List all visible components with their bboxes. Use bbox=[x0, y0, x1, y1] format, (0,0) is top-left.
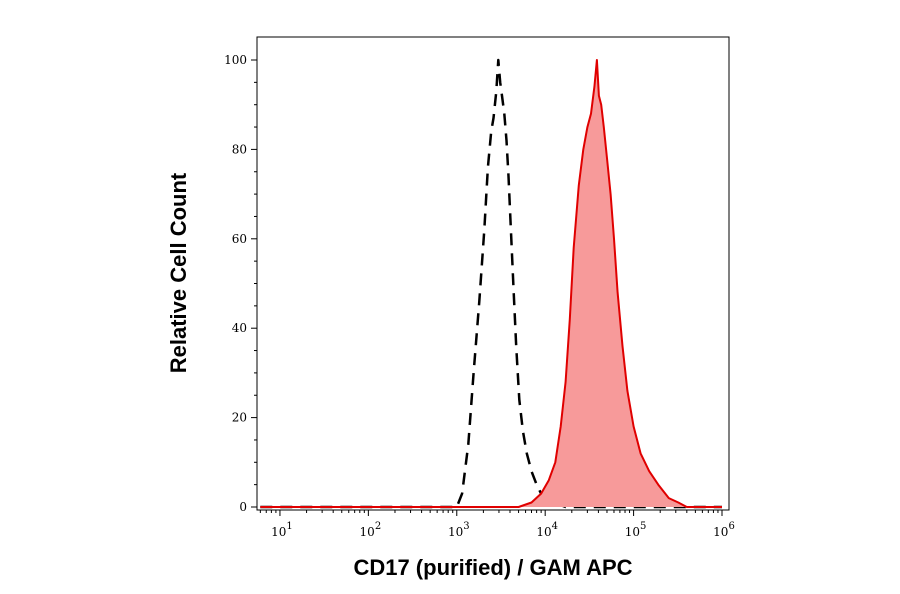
x-tick-label: 104 bbox=[536, 521, 558, 539]
x-axis-title: CD17 (purified) / GAM APC bbox=[353, 555, 632, 580]
x-tick-label: 106 bbox=[713, 521, 735, 539]
x-tick-labels: 101 102 103 104 105 106 bbox=[271, 521, 735, 539]
series-layer bbox=[260, 58, 722, 509]
sample-histogram-fill bbox=[260, 60, 722, 507]
x-tick-label: 103 bbox=[448, 521, 470, 539]
x-tick-label: 105 bbox=[625, 521, 647, 539]
y-tick-label: 0 bbox=[239, 500, 247, 514]
y-tick-label: 20 bbox=[232, 411, 247, 425]
x-tick-label: 101 bbox=[271, 521, 293, 539]
y-axis-title: Relative Cell Count bbox=[166, 172, 191, 373]
sample-histogram-line bbox=[260, 59, 722, 508]
y-tick-labels: 0 20 40 60 80 100 bbox=[224, 53, 247, 514]
y-tick-label: 100 bbox=[224, 53, 247, 67]
plot-frame bbox=[256, 36, 730, 511]
y-tick-label: 60 bbox=[232, 232, 247, 246]
x-tick-label: 102 bbox=[360, 521, 382, 539]
y-tick-label: 80 bbox=[232, 142, 247, 156]
major-ticks bbox=[251, 59, 723, 516]
y-tick-label: 40 bbox=[232, 321, 247, 335]
control-histogram-line bbox=[260, 58, 722, 509]
minor-ticks bbox=[254, 81, 719, 513]
